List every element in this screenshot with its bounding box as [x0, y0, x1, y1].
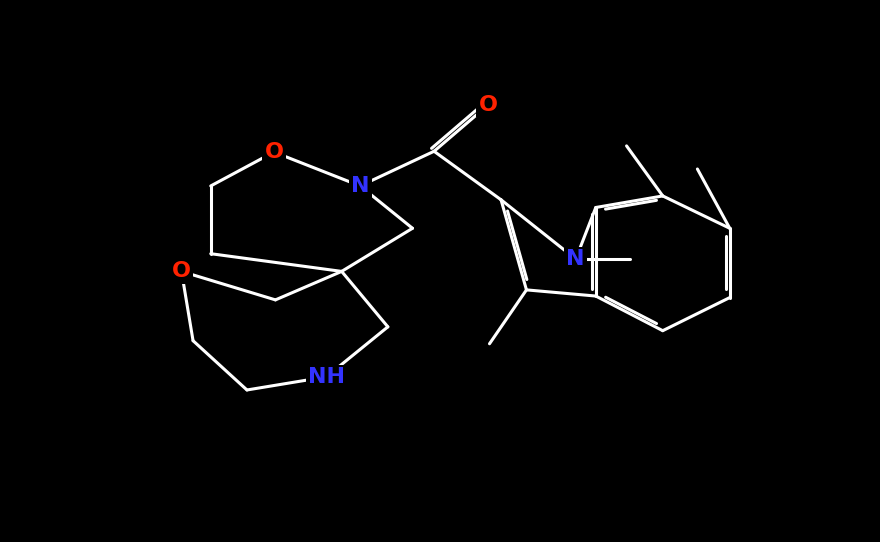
Text: O: O [479, 95, 497, 115]
Text: NH: NH [308, 367, 345, 387]
Text: O: O [172, 261, 191, 281]
Text: O: O [264, 142, 283, 162]
Text: N: N [567, 249, 585, 269]
Text: N: N [351, 176, 370, 196]
